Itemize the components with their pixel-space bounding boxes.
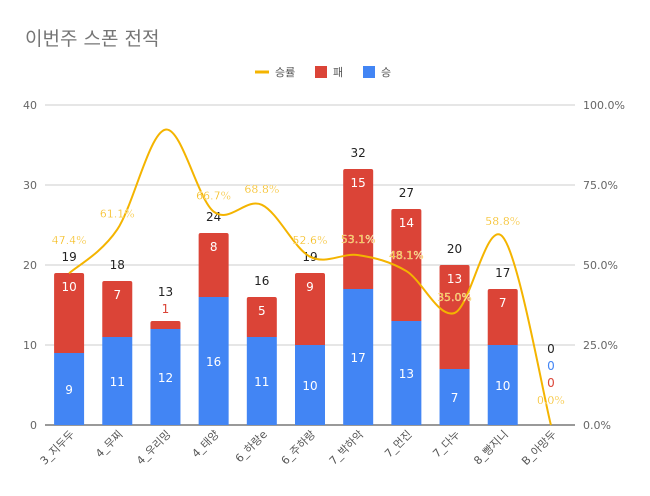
- bar-loss: [487, 289, 518, 345]
- bar-win-label: 11: [254, 375, 269, 389]
- bar-loss: [150, 321, 181, 329]
- bar-loss-label: 5: [258, 304, 266, 318]
- x-tick-label: 4_무찌: [93, 428, 125, 460]
- legend-label: 승률: [275, 66, 295, 79]
- x-tick-label: 6_주하랑: [278, 427, 318, 467]
- y2-tick-label: 25.0%: [583, 339, 618, 352]
- legend-label: 패: [333, 66, 343, 79]
- bar-loss-label: 0: [547, 376, 555, 390]
- y2-tick-label: 75.0%: [583, 179, 618, 192]
- bar-loss: [295, 273, 325, 345]
- x-tick-label: 4_우리밍: [134, 428, 173, 467]
- chart-title: 이번주 스폰 전적: [25, 28, 160, 50]
- bar-loss: [198, 233, 229, 297]
- win-rate-label: 61.1%: [100, 207, 135, 220]
- win-rate-label: 58.8%: [485, 215, 520, 228]
- bar-loss-label: 14: [399, 216, 414, 230]
- bar-win-label: 17: [351, 351, 366, 365]
- legend-label: 승: [381, 66, 391, 79]
- x-tick-label: 7_박하악: [326, 427, 366, 467]
- total-label: 18: [110, 258, 125, 272]
- bar-win: [150, 329, 181, 425]
- win-rate-label: 66.7%: [196, 190, 231, 203]
- bar-loss-label: 9: [306, 280, 314, 294]
- bar-loss: [54, 273, 85, 353]
- bar-win: [343, 289, 374, 425]
- bar-win: [487, 345, 518, 425]
- bar-loss-label: 13: [447, 272, 462, 286]
- x-tick-label: B_아망두: [519, 428, 559, 468]
- y2-tick-label: 0.0%: [583, 419, 611, 432]
- x-tick-label: 7_다누: [430, 428, 462, 460]
- win-rate-label: 53.1%: [341, 233, 376, 246]
- bar-win-label: 13: [399, 367, 414, 381]
- total-label: 19: [61, 250, 76, 264]
- bar-win: [198, 297, 229, 425]
- bar-win-label: 11: [110, 375, 125, 389]
- total-label: 0: [547, 342, 555, 356]
- bar-loss: [391, 209, 422, 321]
- win-rate-label: 35.0%: [437, 291, 472, 304]
- y2-tick-label: 50.0%: [583, 259, 618, 272]
- bar-loss-label: 15: [351, 176, 366, 190]
- bar-win: [295, 345, 325, 425]
- win-rate-label: 47.4%: [52, 234, 87, 247]
- y2-tick-label: 100.0%: [583, 99, 625, 112]
- win-rate-label: 48.1%: [389, 249, 424, 262]
- win-rate-label: 0.0%: [537, 394, 565, 407]
- bar-loss-label: 7: [113, 288, 121, 302]
- total-label: 27: [399, 186, 414, 200]
- bar-win: [54, 353, 85, 425]
- bar-win-label: 7: [451, 391, 459, 405]
- total-label: 13: [158, 285, 173, 299]
- total-label: 32: [351, 146, 366, 160]
- win-rate-label: 68.8%: [244, 183, 279, 196]
- bar-win: [439, 369, 470, 425]
- bar-win-label: 9: [65, 383, 73, 397]
- bar-loss-label: 7: [499, 296, 507, 310]
- x-tick-label: 6_하랑e: [232, 427, 270, 465]
- y-tick-label: 0: [30, 419, 37, 432]
- y-tick-label: 10: [23, 339, 37, 352]
- bar-win-label: 10: [495, 379, 510, 393]
- bar-loss-label: 10: [61, 280, 76, 294]
- y-tick-label: 40: [23, 99, 37, 112]
- bar-win-label: 12: [158, 371, 173, 385]
- win-rate-label: 52.6%: [293, 234, 328, 247]
- bar-win-label: 16: [206, 355, 221, 369]
- total-label: 16: [254, 274, 269, 288]
- legend-swatch: [363, 66, 375, 78]
- total-label: 17: [495, 266, 510, 280]
- bar-loss: [439, 265, 470, 369]
- bar-win: [391, 321, 422, 425]
- bar-loss: [343, 169, 374, 289]
- y-tick-label: 30: [23, 179, 37, 192]
- x-tick-label: 8_빵지니: [471, 428, 510, 467]
- win-rate-line: [68, 128, 552, 426]
- legend-swatch: [315, 66, 327, 78]
- bar-loss: [102, 281, 133, 337]
- bar-loss-label: 1: [162, 302, 170, 316]
- bar-loss: [246, 297, 277, 337]
- bar-win-label: 0: [547, 359, 555, 373]
- x-tick-label: 3_지두두: [38, 428, 77, 467]
- y-tick-label: 20: [23, 259, 37, 272]
- bar-win-label: 10: [302, 379, 317, 393]
- total-label: 20: [447, 242, 462, 256]
- x-tick-label: 4_태양: [189, 428, 221, 460]
- bar-loss-label: 8: [210, 240, 218, 254]
- bar-win: [102, 337, 133, 425]
- bar-win: [246, 337, 277, 425]
- x-tick-label: 7_먼진: [382, 428, 414, 460]
